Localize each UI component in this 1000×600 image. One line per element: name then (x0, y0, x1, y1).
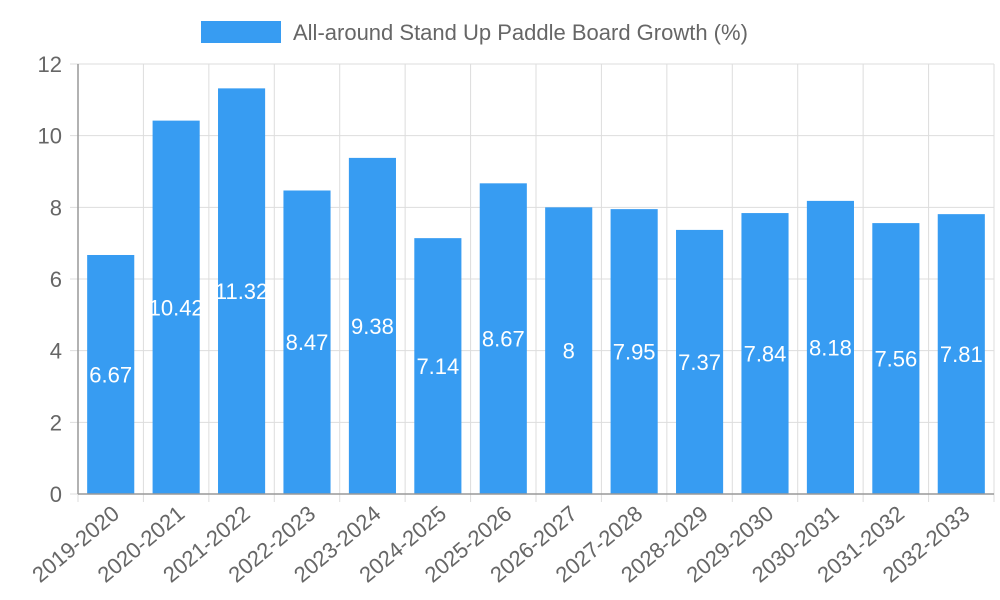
data-label: 8.47 (286, 330, 329, 355)
data-label: 7.37 (678, 350, 721, 375)
axes (77, 64, 994, 495)
data-label: 8 (563, 339, 575, 364)
bar[interactable] (806, 200, 854, 494)
data-label: 8.18 (809, 335, 852, 360)
data-label: 6.67 (89, 362, 132, 387)
legend[interactable]: All-around Stand Up Paddle Board Growth … (201, 20, 748, 45)
data-label: 7.84 (744, 342, 787, 367)
y-axis-tick-labels: 0 2 4 6 8 10 12 (38, 52, 62, 507)
bar[interactable] (414, 238, 462, 494)
data-label: 8.67 (482, 327, 525, 352)
data-label: 7.56 (874, 347, 917, 372)
data-label: 7.95 (613, 340, 656, 365)
data-label: 10.42 (149, 295, 204, 320)
bar[interactable] (218, 88, 266, 494)
bar[interactable] (937, 214, 985, 494)
bars (87, 88, 985, 495)
data-label: 7.14 (416, 354, 459, 379)
y-tick-label: 12 (38, 52, 62, 77)
data-label: 7.81 (940, 342, 983, 367)
data-labels: 6.67 10.42 11.32 8.47 9.38 7.14 8.67 8 7.95 7.37 7… (89, 279, 982, 387)
y-tick-label: 2 (50, 410, 62, 435)
legend-label: All-around Stand Up Paddle Board Growth … (293, 20, 748, 45)
bar[interactable] (348, 157, 396, 494)
bar[interactable] (872, 223, 920, 494)
bar[interactable] (479, 183, 527, 494)
data-label: 11.32 (215, 279, 268, 304)
x-axis-tick-labels: 2019-20202020-20212021-20222022-20232023… (27, 501, 974, 588)
bar[interactable] (545, 207, 593, 495)
data-label: 9.38 (351, 314, 394, 339)
bar[interactable] (676, 229, 724, 495)
bar[interactable] (741, 213, 789, 495)
bar[interactable] (87, 254, 135, 494)
bar[interactable] (610, 209, 658, 494)
y-tick-label: 4 (50, 339, 62, 364)
bar[interactable] (152, 120, 200, 494)
y-tick-label: 8 (50, 195, 62, 220)
bar[interactable] (283, 190, 331, 494)
y-tick-label: 6 (50, 267, 62, 292)
y-tick-label: 10 (38, 124, 62, 149)
y-tick-label: 0 (50, 482, 62, 507)
legend-swatch (201, 21, 281, 43)
grid-lines (70, 63, 995, 502)
